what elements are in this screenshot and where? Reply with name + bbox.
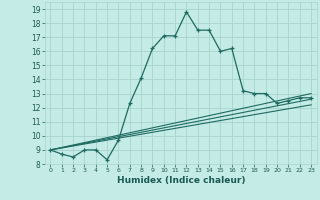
X-axis label: Humidex (Indice chaleur): Humidex (Indice chaleur) bbox=[116, 176, 245, 185]
